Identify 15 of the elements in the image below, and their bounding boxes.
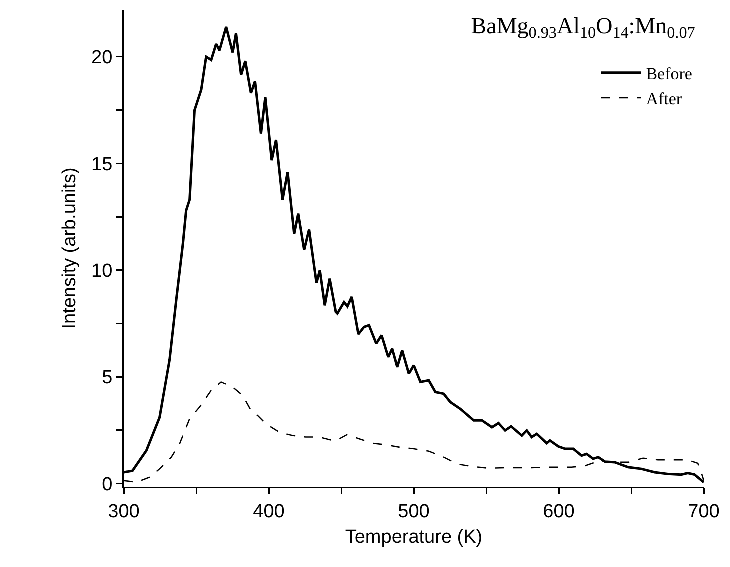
chart-title: BaMg$_{0.93}$Al$_{10}$O$_{14}$:Mn$_{0.07}$ xyxy=(471,13,696,42)
y-axis-title: Intensity (arb.units) xyxy=(60,168,81,330)
y-tick-label: 10 xyxy=(92,261,113,282)
y-tick-label: 20 xyxy=(92,48,113,69)
legend-label: Before xyxy=(646,64,692,84)
x-tick-label: 500 xyxy=(398,501,430,522)
x-tick-label: 300 xyxy=(108,501,140,522)
y-tick-label: 15 xyxy=(92,154,113,176)
x-tick-label: 400 xyxy=(253,501,285,522)
legend-label: After xyxy=(646,90,682,109)
x-axis-title: Temperature (K) xyxy=(345,526,483,548)
x-tick-label: 700 xyxy=(688,501,720,522)
x-tick-label: 600 xyxy=(543,501,575,522)
y-tick-label: 0 xyxy=(102,474,113,496)
y-tick-label: 5 xyxy=(102,368,113,389)
